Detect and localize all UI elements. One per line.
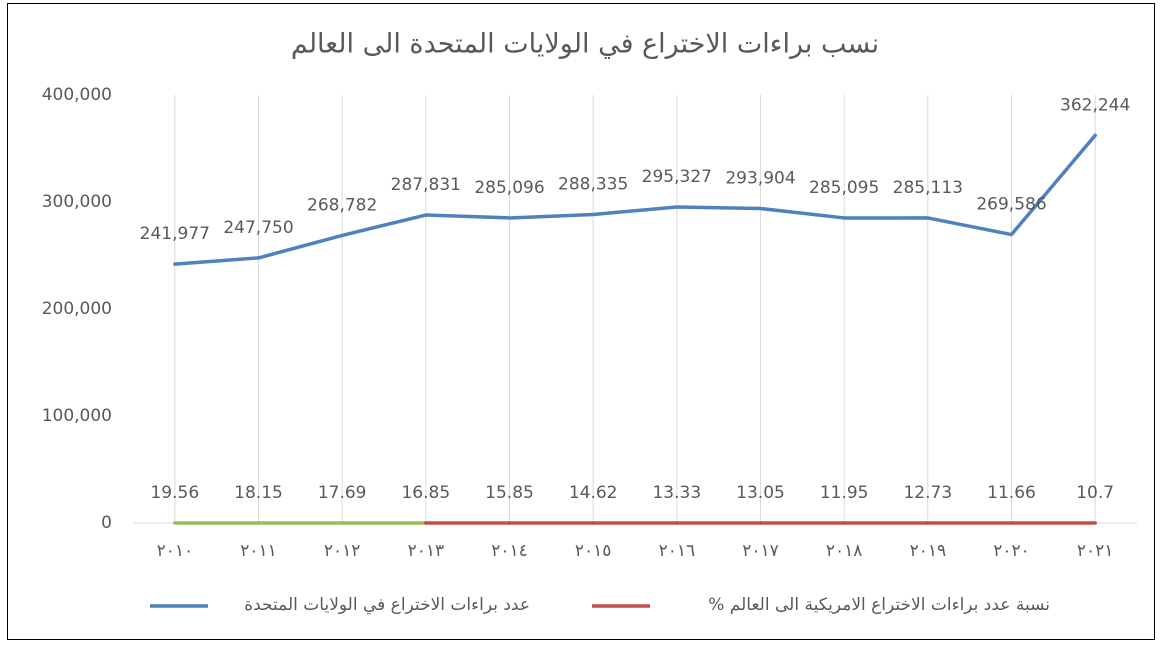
data-label: 241,977 <box>140 224 210 244</box>
data-label: 287,831 <box>391 175 461 195</box>
x-tick-label: ٢٠١١ <box>240 541 277 561</box>
data-label: 10.7 <box>1076 483 1114 503</box>
x-tick-label: ٢٠١٢ <box>324 541 361 561</box>
data-label: 11.66 <box>987 483 1036 503</box>
x-tick-label: ٢٠١٤ <box>491 541 528 561</box>
chart-border <box>7 3 1155 640</box>
data-label: 15.85 <box>485 483 534 503</box>
data-label: 11.95 <box>820 483 869 503</box>
data-label: 295,327 <box>642 167 712 187</box>
x-tick-label: ٢٠١٨ <box>826 541 863 561</box>
y-tick-label: 200,000 <box>42 299 112 319</box>
data-label: 12.73 <box>903 483 952 503</box>
x-tick-label: ٢٠٢١ <box>1077 541 1114 561</box>
legend-label: نسبة عدد براءات الاختراع الامريكية الى ا… <box>708 595 1050 615</box>
data-label: 268,782 <box>307 195 377 215</box>
data-label: 13.05 <box>736 483 785 503</box>
y-tick-label: 300,000 <box>42 192 112 212</box>
chart-title: نسب براءات الاختراع في الولايات المتحدة … <box>291 29 879 60</box>
x-tick-label: ٢٠١٥ <box>575 541 612 561</box>
y-tick-label: 400,000 <box>42 85 112 105</box>
x-tick-label: ٢٠١٧ <box>742 541 779 561</box>
data-label: 13.33 <box>652 483 701 503</box>
data-label: 247,750 <box>223 218 293 238</box>
x-tick-label: ٢٠١٩ <box>910 541 947 561</box>
data-label: 285,095 <box>809 178 879 198</box>
y-tick-label: 0 <box>101 513 112 533</box>
data-label: 362,244 <box>1060 95 1130 115</box>
x-tick-label: ٢٠١٦ <box>659 541 696 561</box>
data-label: 285,113 <box>893 178 963 198</box>
y-tick-label: 100,000 <box>42 406 112 426</box>
data-label: 16.85 <box>401 483 450 503</box>
x-tick-label: ٢٠١٠ <box>157 541 194 561</box>
line <box>173 133 1097 266</box>
x-tick-label: ٢٠٢٠ <box>993 541 1030 561</box>
x-tick-label: ٢٠١٣ <box>408 541 445 561</box>
data-label: 19.56 <box>150 483 199 503</box>
data-label: 285,096 <box>474 178 544 198</box>
data-label: 17.69 <box>318 483 367 503</box>
legend-label: عدد براءات الاختراع في الولايات المتحدة <box>244 595 530 615</box>
data-label: 18.15 <box>234 483 283 503</box>
data-label: 269,586 <box>976 195 1046 215</box>
data-label: 14.62 <box>569 483 618 503</box>
data-label: 293,904 <box>725 169 795 189</box>
data-label: 288,335 <box>558 174 628 194</box>
